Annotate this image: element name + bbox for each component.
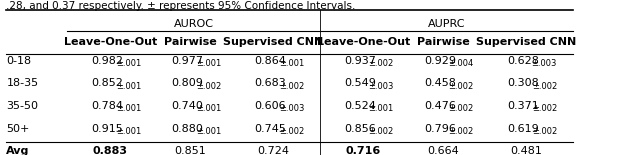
Text: 0.308: 0.308 bbox=[508, 78, 539, 88]
Text: Supervised CNN: Supervised CNN bbox=[223, 37, 324, 47]
Text: Leave-One-Out: Leave-One-Out bbox=[64, 37, 157, 47]
Text: 0.458: 0.458 bbox=[424, 78, 456, 88]
Text: ±.001: ±.001 bbox=[116, 59, 141, 68]
Text: Pairwise: Pairwise bbox=[417, 37, 470, 47]
Text: 0.856: 0.856 bbox=[344, 124, 376, 133]
Text: ±.004: ±.004 bbox=[449, 59, 474, 68]
Text: 0.371: 0.371 bbox=[508, 101, 539, 111]
Text: ±.001: ±.001 bbox=[116, 127, 141, 136]
Text: ±.002: ±.002 bbox=[532, 82, 557, 91]
Text: 0.716: 0.716 bbox=[346, 146, 381, 155]
Text: 50+: 50+ bbox=[6, 124, 30, 133]
Text: 0.982: 0.982 bbox=[91, 56, 123, 66]
Text: 0.481: 0.481 bbox=[511, 146, 542, 155]
Text: 35-50: 35-50 bbox=[6, 101, 38, 111]
Text: ±.003: ±.003 bbox=[369, 82, 394, 91]
Text: 0.809: 0.809 bbox=[172, 78, 203, 88]
Text: ±.001: ±.001 bbox=[196, 104, 221, 113]
Text: 0.977: 0.977 bbox=[172, 56, 204, 66]
Text: 0.937: 0.937 bbox=[344, 56, 376, 66]
Text: 0.664: 0.664 bbox=[428, 146, 459, 155]
Text: 0.784: 0.784 bbox=[91, 101, 123, 111]
Text: ±.002: ±.002 bbox=[279, 127, 304, 136]
Text: 0.864: 0.864 bbox=[255, 56, 286, 66]
Text: .28, and 0.37 respectively. ± represents 95% Confidence Intervals.: .28, and 0.37 respectively. ± represents… bbox=[6, 1, 356, 11]
Text: ±.002: ±.002 bbox=[449, 82, 474, 91]
Text: ±.001: ±.001 bbox=[196, 127, 221, 136]
Text: ±.002: ±.002 bbox=[196, 82, 221, 91]
Text: ±.001: ±.001 bbox=[196, 59, 221, 68]
Text: 0.745: 0.745 bbox=[255, 124, 286, 133]
Text: 0.796: 0.796 bbox=[424, 124, 456, 133]
Text: ±.002: ±.002 bbox=[532, 127, 557, 136]
Text: AUPRC: AUPRC bbox=[428, 19, 465, 29]
Text: ±.003: ±.003 bbox=[532, 59, 557, 68]
Text: ±.002: ±.002 bbox=[532, 104, 557, 113]
Text: 0.524: 0.524 bbox=[344, 101, 376, 111]
Text: 0.740: 0.740 bbox=[172, 101, 203, 111]
Text: 0.476: 0.476 bbox=[424, 101, 456, 111]
Text: 0.852: 0.852 bbox=[92, 78, 123, 88]
Text: 0-18: 0-18 bbox=[6, 56, 31, 66]
Text: 0.606: 0.606 bbox=[255, 101, 286, 111]
Text: 0.883: 0.883 bbox=[93, 146, 128, 155]
Text: 18-35: 18-35 bbox=[6, 78, 38, 88]
Text: 0.724: 0.724 bbox=[258, 146, 290, 155]
Text: Avg: Avg bbox=[6, 146, 30, 155]
Text: 0.915: 0.915 bbox=[92, 124, 123, 133]
Text: AUROC: AUROC bbox=[173, 19, 214, 29]
Text: 0.929: 0.929 bbox=[424, 56, 456, 66]
Text: 0.880: 0.880 bbox=[172, 124, 203, 133]
Text: 0.628: 0.628 bbox=[508, 56, 539, 66]
Text: ±.002: ±.002 bbox=[369, 127, 394, 136]
Text: 0.619: 0.619 bbox=[508, 124, 539, 133]
Text: 0.683: 0.683 bbox=[255, 78, 286, 88]
Text: ±.002: ±.002 bbox=[369, 59, 394, 68]
Text: ±.003: ±.003 bbox=[279, 104, 304, 113]
Text: ±.001: ±.001 bbox=[369, 104, 394, 113]
Text: Leave-One-Out: Leave-One-Out bbox=[317, 37, 410, 47]
Text: ±.001: ±.001 bbox=[116, 82, 141, 91]
Text: Pairwise: Pairwise bbox=[164, 37, 217, 47]
Text: ±.002: ±.002 bbox=[279, 82, 304, 91]
Text: Supervised CNN: Supervised CNN bbox=[476, 37, 577, 47]
Text: ±.002: ±.002 bbox=[449, 127, 474, 136]
Text: 0.549: 0.549 bbox=[344, 78, 376, 88]
Text: ±.001: ±.001 bbox=[279, 59, 304, 68]
Text: 0.851: 0.851 bbox=[175, 146, 206, 155]
Text: ±.001: ±.001 bbox=[116, 104, 141, 113]
Text: ±.002: ±.002 bbox=[449, 104, 474, 113]
